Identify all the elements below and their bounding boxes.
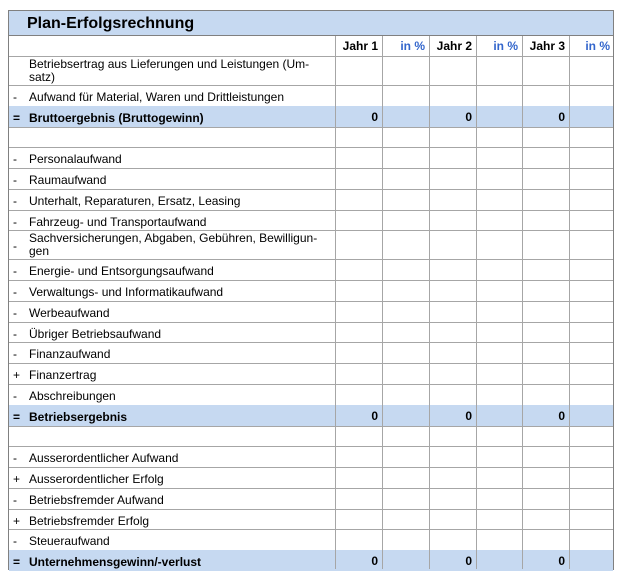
row-label: Steueraufwand <box>29 534 110 549</box>
row-label: Unternehmensgewinn/-verlust <box>29 555 202 569</box>
sheet: Plan-Erfolgsrechnung Jahr 1 in % Jahr 2 in … <box>8 10 614 571</box>
sign: - <box>13 193 17 208</box>
sign: - <box>13 492 17 507</box>
sign: - <box>13 239 17 254</box>
row-line <box>9 425 613 427</box>
row-line <box>9 446 613 448</box>
row-label: Betriebsfremder Aufwand <box>29 492 164 507</box>
row-line <box>9 56 613 57</box>
value: 0 <box>558 554 565 568</box>
value: 0 <box>558 109 565 124</box>
row-line <box>9 230 613 232</box>
row-label: Übriger Betriebsaufwand <box>29 326 162 341</box>
row-label: Ausserordentlicher Erfolg <box>29 472 164 487</box>
column-header: in % <box>585 39 610 53</box>
highlight <box>9 105 613 127</box>
row-line <box>9 188 613 190</box>
column-line <box>382 36 383 569</box>
row-label: Betriebsfremder Erfolg <box>29 513 150 528</box>
value: 0 <box>371 554 378 568</box>
row-label: Betriebsertrag aus Lieferungen und Leist… <box>29 57 310 84</box>
sign: - <box>13 285 17 300</box>
value: 0 <box>465 408 472 423</box>
sheet-title: Plan-Erfolgsrechnung <box>9 11 613 36</box>
column-header: in % <box>493 39 518 53</box>
row-line <box>9 85 613 86</box>
row-line <box>9 529 613 531</box>
sign: - <box>13 214 17 229</box>
row-label: Ausserordentlicher Aufwand <box>29 451 179 466</box>
sign: - <box>13 90 17 104</box>
value: 0 <box>558 408 565 423</box>
value: 0 <box>371 109 378 124</box>
sign: + <box>13 513 21 528</box>
column-line <box>429 36 430 569</box>
value: 0 <box>371 408 378 423</box>
sign: = <box>13 555 21 569</box>
row-label: Sachversicherungen, Abgaben, Gebühren, B… <box>29 231 318 259</box>
sign: - <box>13 347 17 362</box>
column-header: Jahr 1 <box>342 39 378 53</box>
row-line <box>9 300 613 302</box>
row-line <box>9 147 613 149</box>
row-label: Energie- und Entsorgungsaufwand <box>29 264 214 279</box>
sign: - <box>13 326 17 341</box>
row-line <box>9 168 613 170</box>
highlight <box>9 404 613 426</box>
column-line <box>476 36 477 569</box>
row-line <box>9 487 613 489</box>
sign: - <box>13 264 17 279</box>
column-header: Jahr 3 <box>529 39 565 53</box>
row-line <box>9 467 613 469</box>
column-header: Jahr 2 <box>436 39 472 53</box>
sign: - <box>13 388 17 403</box>
sign: - <box>13 173 17 188</box>
row-line <box>9 342 613 344</box>
sign: + <box>13 368 21 383</box>
sign: - <box>13 305 17 320</box>
row-label: Bruttoergebnis (Bruttogewinn) <box>29 110 204 125</box>
column-line <box>522 36 523 569</box>
row-line <box>9 363 613 365</box>
highlight <box>9 550 613 571</box>
sign: + <box>13 472 21 487</box>
row-label: Betriebsergebnis <box>29 409 128 424</box>
row-label: Verwaltungs- und Informatikaufwand <box>29 285 224 300</box>
row-line <box>9 280 613 282</box>
row-label: Finanzertrag <box>29 368 97 383</box>
row-label: Personalaufwand <box>29 152 122 167</box>
sign: - <box>13 451 17 466</box>
row-label: Abschreibungen <box>29 388 116 403</box>
row-line <box>9 508 613 510</box>
sign: = <box>13 409 21 424</box>
row-label: Fahrzeug- und Transportaufwand <box>29 214 207 229</box>
row-label: Finanzaufwand <box>29 347 111 362</box>
sign: - <box>13 534 17 549</box>
row-label: Unterhalt, Reparaturen, Ersatz, Leasing <box>29 193 241 208</box>
sign: - <box>13 152 17 167</box>
row-line <box>9 383 613 385</box>
row-label: Werbeaufwand <box>29 305 110 320</box>
row-line <box>9 321 613 323</box>
column-line <box>335 36 336 569</box>
row-label: Aufwand für Material, Waren und Drittlei… <box>29 90 285 104</box>
sign: = <box>13 110 21 125</box>
row-line <box>9 126 613 128</box>
column-line <box>569 36 570 569</box>
column-header: in % <box>400 39 425 53</box>
value: 0 <box>465 109 472 124</box>
row-line <box>9 259 613 261</box>
row-line <box>9 209 613 211</box>
value: 0 <box>465 554 472 568</box>
row-label: Raumaufwand <box>29 173 107 188</box>
